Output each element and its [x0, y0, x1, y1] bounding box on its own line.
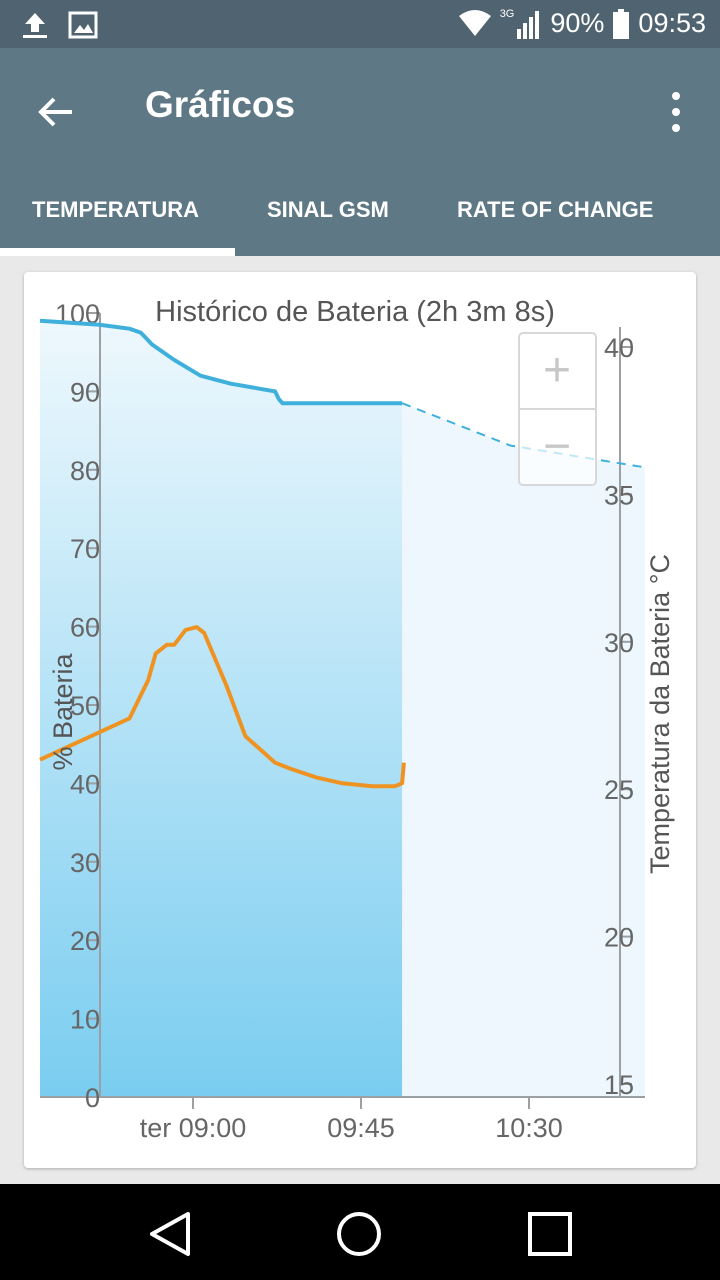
y-tick-label: 40: [70, 769, 100, 799]
history-fill: [40, 320, 403, 1097]
tab-bar: TEMPERATURA SINAL GSM RATE OF CHANGE: [0, 160, 720, 256]
y2-tick-label: 25: [604, 775, 634, 805]
tab-temperatura[interactable]: TEMPERATURA: [32, 197, 200, 222]
y2-axis-label: Temperatura da Bateria °C: [645, 554, 675, 874]
nav-recents-icon[interactable]: [520, 1204, 580, 1264]
image-icon: [68, 11, 98, 39]
status-bar: 3G 90% 09:53: [0, 0, 720, 48]
y-axis-label: % Bateria: [48, 652, 78, 770]
clock: 09:53: [638, 8, 706, 38]
y2-tick-label: 35: [604, 480, 634, 510]
network-type: 3G: [499, 7, 515, 20]
signal-icon: [517, 10, 540, 39]
y2-tick-label: 20: [604, 923, 634, 953]
y-tick-label: 20: [70, 926, 100, 956]
y-tick-label: 70: [70, 534, 100, 564]
arrow-left-icon[interactable]: [30, 86, 82, 138]
battery-icon: [613, 8, 630, 39]
more-vert-icon[interactable]: [662, 86, 690, 138]
zoom-controls: + −: [518, 332, 597, 486]
y2-tick-label: 30: [604, 628, 634, 658]
app-bar: Gráficos TEMPERATURA SINAL GSM RATE OF C…: [0, 48, 720, 256]
navigation-bar: [0, 1184, 720, 1280]
x-tick-label: ter 09:00: [140, 1113, 247, 1143]
y2-tick-label: 40: [604, 333, 634, 363]
y-tick-label: 10: [70, 1005, 100, 1035]
y-tick-label: 50: [70, 691, 100, 721]
tab-indicator: [0, 248, 235, 256]
page-title: Gráficos: [145, 84, 296, 125]
y-tick-label: 30: [70, 848, 100, 878]
y-tick-label: 60: [70, 613, 100, 643]
projection-fill: [402, 403, 645, 1097]
chart-title: Histórico de Bateria (2h 3m 8s): [155, 296, 555, 328]
nav-back-icon[interactable]: [140, 1204, 200, 1264]
x-tick-label: 10:30: [495, 1113, 563, 1143]
battery-series-line: [39, 318, 403, 406]
chart-card: 0 10 20 30 40 50 60 70 80 90 100 15 20 25 30 35 40 ter 09…: [24, 272, 696, 1168]
nav-home-icon[interactable]: [329, 1204, 389, 1264]
battery-percent: 90%: [550, 8, 605, 38]
y-tick-label: 0: [85, 1083, 100, 1113]
wifi-icon: [458, 9, 491, 36]
y2-tick-label: 15: [604, 1070, 634, 1100]
zoom-out-button[interactable]: −: [543, 420, 571, 473]
temperature-series-line: [39, 625, 406, 789]
x-tick-label: 09:45: [327, 1113, 395, 1143]
upload-icon: [23, 13, 47, 38]
y-tick-label: 80: [70, 456, 100, 486]
tab-sinal-gsm[interactable]: SINAL GSM: [267, 197, 389, 222]
tab-rate-of-change[interactable]: RATE OF CHANGE: [457, 197, 654, 222]
zoom-in-button[interactable]: +: [543, 344, 571, 397]
y-tick-label: 90: [70, 377, 100, 407]
